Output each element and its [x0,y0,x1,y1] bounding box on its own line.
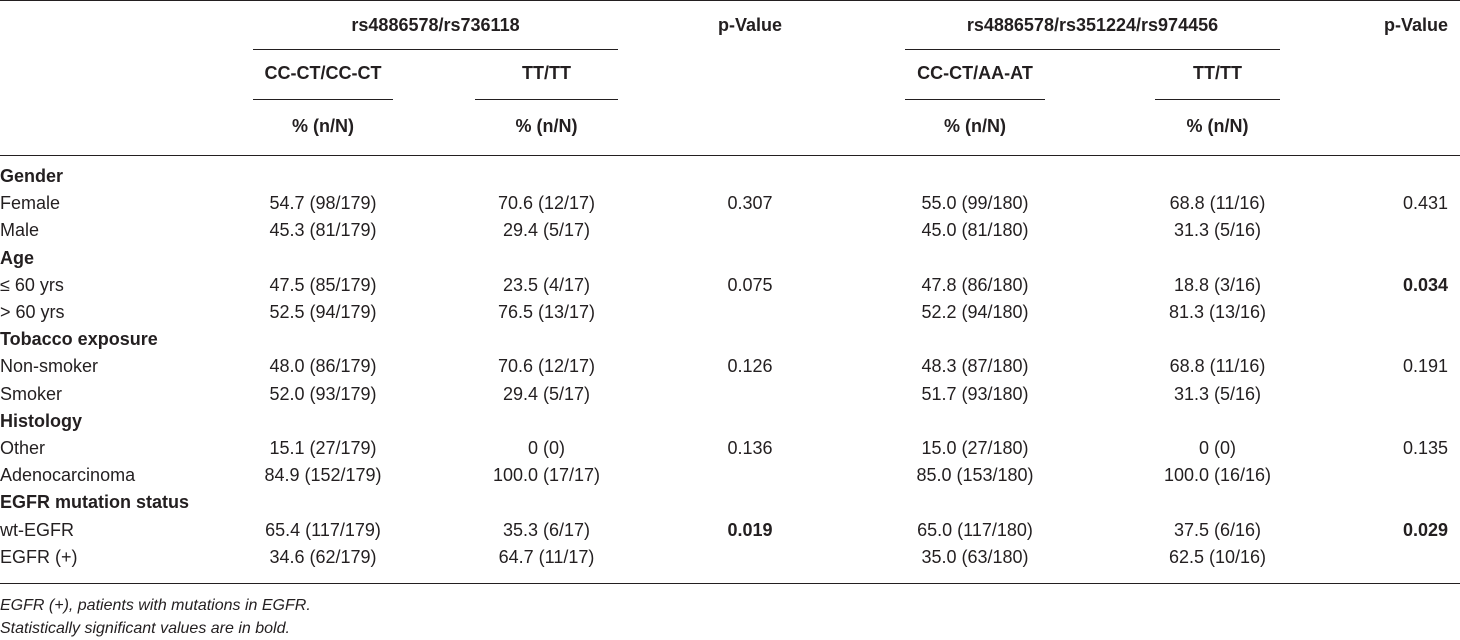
cell-g2-sub1: 15.0 (27/180) [921,438,1029,458]
cell-pvalue-2: 0.135 [1402,438,1448,458]
cell-pvalue-2: 0.029 [1402,520,1448,540]
footnote: Statistically significant values are in … [0,620,290,637]
row-label: Female [0,193,61,213]
cell-g2-sub2: 0 (0) [1198,438,1236,458]
cell-g1-sub1: 52.0 (93/179) [269,384,377,404]
cell-g2-sub1: 51.7 (93/180) [921,384,1029,404]
cell-g1-sub2: 76.5 (13/17) [497,302,596,322]
section-title: EGFR mutation status [0,492,190,512]
cell-g1-sub2: 23.5 (4/17) [502,275,591,295]
cell-pvalue-1: 0.307 [727,193,773,213]
group1-rule [253,49,618,50]
cell-g1-sub1: 54.7 (98/179) [269,193,377,213]
cell-pvalue-2: 0.431 [1402,193,1448,213]
g1-sub2-rule [475,99,618,100]
cell-g1-sub1: 47.5 (85/179) [269,275,377,295]
row-label: Non-smoker [0,356,99,376]
cell-g1-sub2: 100.0 (17/17) [492,465,601,485]
cell-g2-sub1: 85.0 (153/180) [916,465,1034,485]
cell-g1-sub2: 35.3 (6/17) [502,520,591,540]
g2-sub2-rule [1155,99,1280,100]
g2-sub1-rule [905,99,1045,100]
cell-pvalue-2: 0.191 [1402,356,1448,376]
cell-g1-sub1: 48.0 (86/179) [269,356,377,376]
cell-g2-sub1: 48.3 (87/180) [921,356,1029,376]
row-label: > 60 yrs [0,302,65,322]
cell-pvalue-1: 0.019 [727,520,773,540]
cell-g2-sub2: 68.8 (11/16) [1169,193,1266,213]
cell-g2-sub1: 45.0 (81/180) [921,220,1029,240]
cell-g1-sub2: 70.6 (12/17) [497,356,596,376]
g1-sub1-header: CC-CT/CC-CT [264,63,382,83]
cell-pvalue-1: 0.126 [727,356,773,376]
g2-sub1-header: CC-CT/AA-AT [917,63,1033,83]
cell-g2-sub2: 68.8 (11/16) [1169,356,1266,376]
row-label: Male [0,220,40,240]
cell-g2-sub1: 55.0 (99/180) [921,193,1029,213]
unit-header-4: % (n/N) [1186,116,1249,136]
g1-sub2-header: TT/TT [522,63,571,83]
unit-header-2: % (n/N) [515,116,578,136]
cell-g1-sub2: 0 (0) [527,438,565,458]
footnote: EGFR (+), patients with mutations in EGF… [0,597,311,614]
cell-g2-sub2: 37.5 (6/16) [1173,520,1262,540]
cell-g1-sub1: 52.5 (94/179) [269,302,377,322]
row-label: wt-EGFR [0,520,74,540]
section-title: Gender [0,166,64,186]
cell-g2-sub1: 35.0 (63/180) [921,547,1029,567]
cell-g2-sub1: 65.0 (117/180) [917,520,1033,540]
row-label: EGFR (+) [0,547,78,567]
table-top-rule [0,0,1460,1]
section-title: Tobacco exposure [0,329,158,349]
group2-rule [905,49,1280,50]
section-title: Age [0,248,35,268]
pvalue-header-1: p-Value [717,15,783,35]
cell-pvalue-2: 0.034 [1402,275,1448,295]
table-bottom-rule [0,583,1460,584]
cell-g2-sub2: 31.3 (5/16) [1173,220,1262,240]
cell-g1-sub1: 45.3 (81/179) [269,220,377,240]
section-title: Histology [0,411,83,431]
header-bottom-rule [0,155,1460,156]
cell-g2-sub2: 81.3 (13/16) [1168,302,1267,322]
cell-g1-sub1: 34.6 (62/179) [269,547,377,567]
cell-g2-sub2: 62.5 (10/16) [1168,547,1267,567]
group1-header: rs4886578/rs736118 [351,15,520,35]
cell-g1-sub2: 29.4 (5/17) [502,384,591,404]
group2-header: rs4886578/rs351224/rs974456 [966,15,1219,35]
g2-sub2-header: TT/TT [1193,63,1242,83]
cell-g1-sub1: 65.4 (117/179) [265,520,381,540]
row-label: Smoker [0,384,63,404]
row-label: ≤ 60 yrs [0,275,64,295]
row-label: Adenocarcinoma [0,465,136,485]
cell-g1-sub1: 84.9 (152/179) [264,465,382,485]
cell-g1-sub2: 29.4 (5/17) [502,220,591,240]
cell-g2-sub2: 18.8 (3/16) [1173,275,1262,295]
cell-g1-sub1: 15.1 (27/179) [269,438,377,458]
cell-g2-sub2: 100.0 (16/16) [1163,465,1272,485]
g1-sub1-rule [253,99,393,100]
cell-g1-sub2: 64.7 (11/17) [498,547,595,567]
cell-pvalue-1: 0.075 [727,275,773,295]
cell-g2-sub1: 52.2 (94/180) [921,302,1029,322]
unit-header-1: % (n/N) [292,116,354,136]
cell-g1-sub2: 70.6 (12/17) [497,193,596,213]
cell-pvalue-1: 0.136 [727,438,773,458]
cell-g2-sub1: 47.8 (86/180) [921,275,1029,295]
row-label: Other [0,438,46,458]
pvalue-header-2: p-Value [1383,15,1448,35]
cell-g2-sub2: 31.3 (5/16) [1173,384,1262,404]
unit-header-3: % (n/N) [944,116,1006,136]
